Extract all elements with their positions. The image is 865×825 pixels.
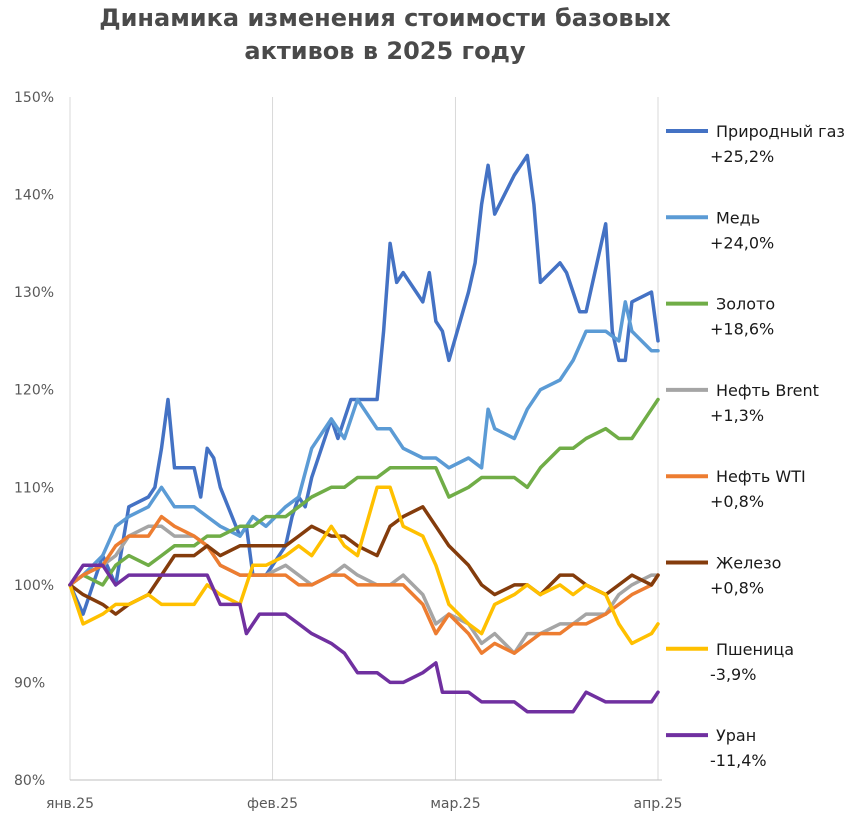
legend-label: Природный газ bbox=[716, 122, 845, 141]
legend-item: Пшеница -3,9% bbox=[666, 640, 794, 684]
legend-label: Уран bbox=[716, 726, 756, 745]
series-line-4 bbox=[68, 514, 660, 655]
legend-change-value: -11,4% bbox=[710, 751, 767, 770]
chart-title-line-2: активов в 2025 году bbox=[244, 37, 526, 65]
legend-change-value: +0,8% bbox=[710, 579, 764, 598]
legend: Природный газ +25,2% Медь +24,0% Золото +18,6… bbox=[666, 122, 845, 770]
y-tick-label: 80% bbox=[14, 773, 45, 789]
legend-item: Железо +0,8% bbox=[666, 554, 781, 598]
x-tick-label: апр.25 bbox=[634, 796, 683, 812]
legend-item: Золото +18,6% bbox=[666, 295, 775, 339]
legend-label: Медь bbox=[716, 208, 760, 227]
x-axis-ticks: янв.25 фев.25 мар.25 апр.25 bbox=[46, 796, 682, 812]
series-line-2 bbox=[68, 397, 660, 587]
legend-change-value: +24,0% bbox=[710, 233, 774, 252]
legend-item: Природный газ +25,2% bbox=[666, 122, 845, 166]
series-lines bbox=[68, 153, 660, 714]
legend-change-value: +1,3% bbox=[710, 406, 764, 425]
legend-label: Золото bbox=[716, 295, 775, 314]
y-tick-label: 140% bbox=[14, 188, 54, 204]
legend-label: Железо bbox=[716, 554, 781, 573]
y-tick-label: 130% bbox=[14, 285, 54, 301]
gridlines bbox=[69, 97, 659, 780]
y-tick-label: 100% bbox=[14, 578, 54, 594]
y-tick-label: 150% bbox=[14, 90, 54, 106]
x-tick-label: мар.25 bbox=[430, 796, 480, 812]
x-tick-label: фев.25 bbox=[247, 796, 298, 812]
series-line-0 bbox=[68, 153, 660, 616]
series-line-5 bbox=[68, 505, 660, 616]
legend-label: Нефть Brent bbox=[716, 381, 819, 400]
chart-title: Динамика изменения стоимости базовых акт… bbox=[0, 2, 770, 68]
legend-item: Нефть WTI +0,8% bbox=[666, 467, 806, 511]
series-line-7 bbox=[68, 563, 660, 714]
x-tick-label: янв.25 bbox=[46, 796, 94, 812]
legend-change-value: -3,9% bbox=[710, 665, 756, 684]
y-tick-label: 90% bbox=[14, 675, 45, 691]
legend-item: Медь +24,0% bbox=[666, 208, 774, 252]
chart-title-line-1: Динамика изменения стоимости базовых bbox=[99, 4, 671, 32]
y-tick-label: 110% bbox=[14, 480, 54, 496]
series-line-3 bbox=[68, 524, 660, 655]
legend-change-value: +25,2% bbox=[710, 147, 774, 166]
series-line-1 bbox=[68, 300, 660, 587]
y-axis-ticks: 80% 90% 100% 110% 120% 130% 140% 150% bbox=[14, 90, 54, 789]
legend-change-value: +0,8% bbox=[710, 492, 764, 511]
y-tick-label: 120% bbox=[14, 383, 54, 399]
legend-label: Пшеница bbox=[716, 640, 794, 659]
series-line-6 bbox=[68, 485, 660, 646]
legend-label: Нефть WTI bbox=[716, 467, 806, 486]
legend-item: Нефть Brent +1,3% bbox=[666, 381, 819, 425]
legend-change-value: +18,6% bbox=[710, 320, 774, 339]
legend-item: Уран -11,4% bbox=[666, 726, 767, 770]
